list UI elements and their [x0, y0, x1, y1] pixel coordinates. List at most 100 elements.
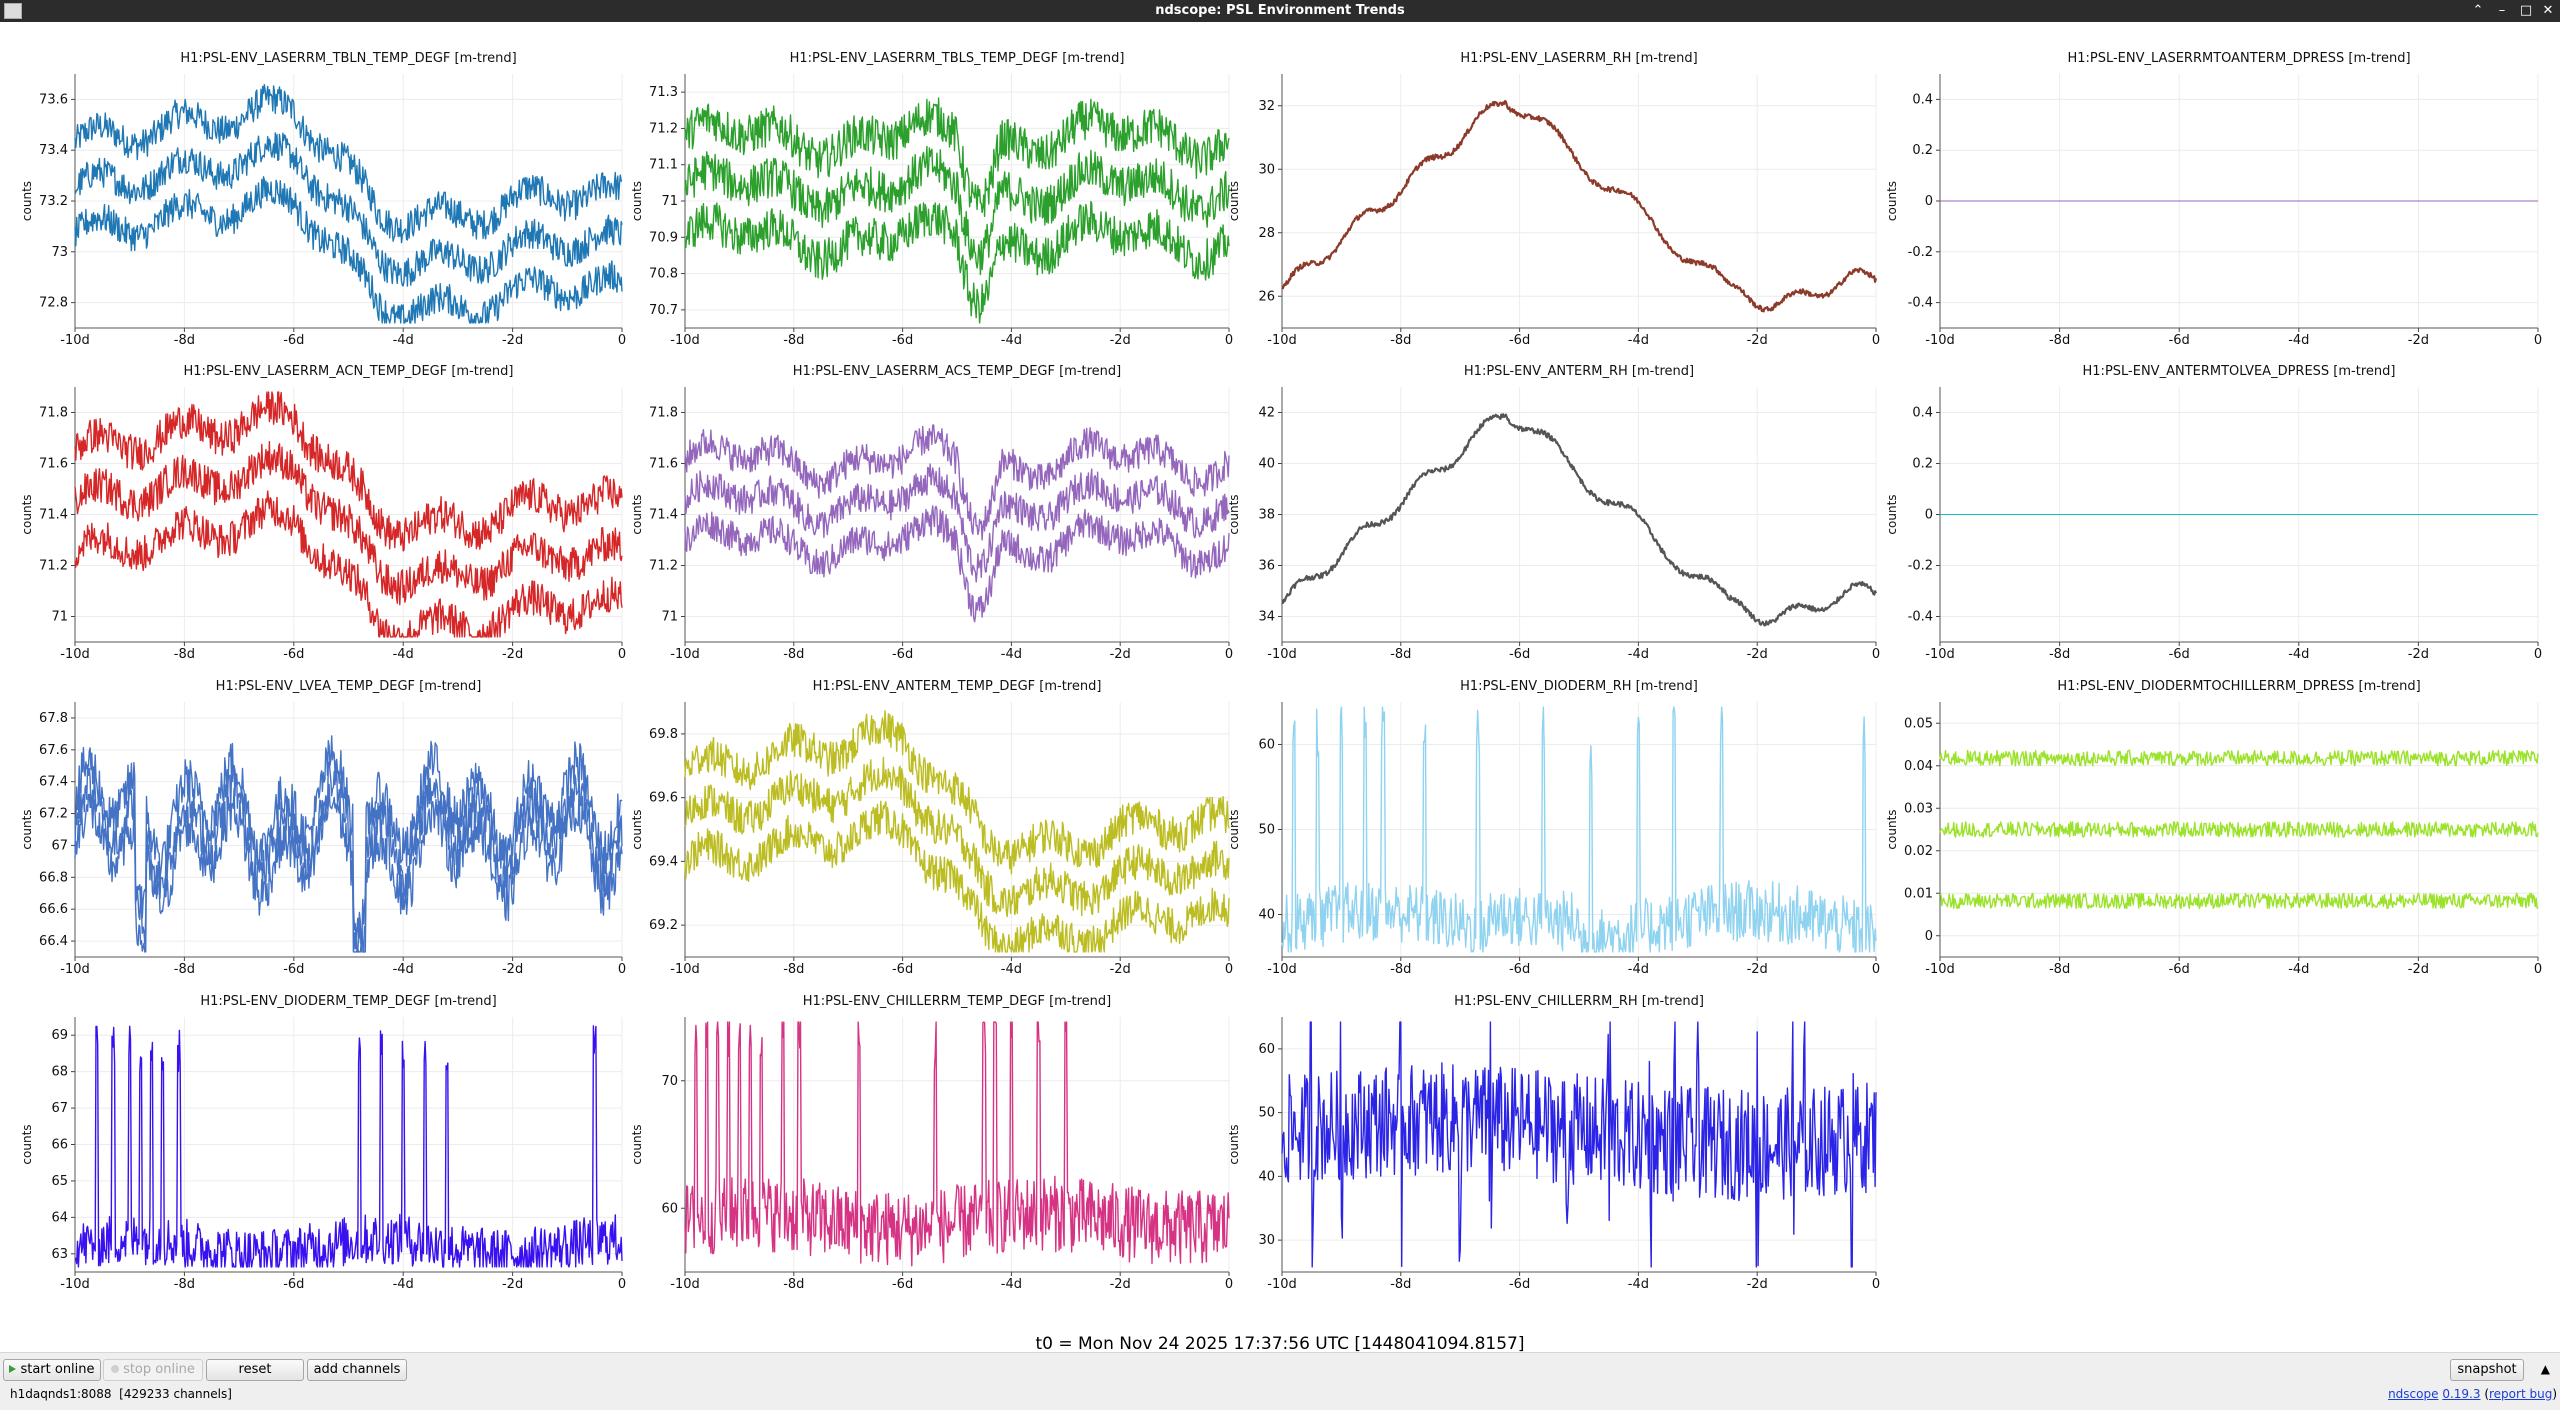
x-tick-label: -6d	[2169, 647, 2190, 662]
plot-title: H1:PSL-ENV_DIODERM_TEMP_DEGF [m-trend]	[200, 994, 496, 1009]
trend-line	[1939, 892, 2539, 910]
y-tick-label: 0.03	[1904, 801, 1933, 816]
x-tick-label: -2d	[502, 1277, 523, 1292]
expand-up-icon[interactable]: ▲	[2540, 1362, 2550, 1376]
bottom-toolbar: start online stop online reset add chann…	[0, 1352, 2560, 1410]
plot-panel[interactable]: H1:PSL-ENV_ANTERMTOLVEA_DPRESS [m-trend]…	[1885, 364, 2542, 662]
reset-button[interactable]: reset	[206, 1359, 304, 1381]
y-tick-label: 72.8	[39, 296, 68, 311]
x-tick-label: -8d	[1390, 647, 1411, 662]
plot-panel[interactable]: H1:PSL-ENV_ANTERM_RH [m-trend] counts 42 40…	[1227, 364, 1880, 662]
y-tick-label: 40	[1258, 908, 1275, 923]
trend-line	[684, 97, 1230, 218]
plot-title: H1:PSL-ENV_CHILLERRM_TEMP_DEGF [m-trend]	[803, 994, 1111, 1009]
x-tick-label: -8d	[783, 1277, 804, 1292]
plot-panel[interactable]: H1:PSL-ENV_DIODERMTOCHILLERRM_DPRESS [m-…	[1885, 679, 2542, 977]
x-tick-label: -6d	[892, 333, 913, 348]
y-tick-label: 40	[1258, 1169, 1275, 1184]
plot-title: H1:PSL-ENV_LASERRM_TBLN_TEMP_DEGF [m-tre…	[180, 51, 516, 66]
x-tick-label: -10d	[670, 1277, 700, 1292]
y-tick-label: 67	[51, 838, 68, 853]
y-tick-label: 63	[51, 1247, 68, 1262]
trend-line	[74, 783, 623, 953]
t0-label: t0 = Mon Nov 24 2025 17:37:56 UTC [14480…	[1035, 1334, 1525, 1354]
minimize-icon[interactable]: –	[2498, 3, 2506, 18]
x-tick-label: -6d	[1509, 962, 1530, 977]
plot-panel[interactable]: H1:PSL-ENV_CHILLERRM_TEMP_DEGF [m-trend]…	[630, 994, 1233, 1292]
x-tick-label: -2d	[1747, 333, 1768, 348]
y-tick-label: 66.4	[39, 934, 68, 949]
y-tick-label: 0.01	[1904, 886, 1933, 901]
plot-panel[interactable]: H1:PSL-ENV_LASERRM_ACN_TEMP_DEGF [m-tren…	[20, 364, 626, 662]
y-tick-label: -0.2	[1908, 245, 1933, 260]
y-tick-label: 70	[661, 1074, 678, 1089]
plot-area[interactable]: H1:PSL-ENV_LASERRM_TBLN_TEMP_DEGF [m-tre…	[0, 22, 2560, 1354]
x-tick-label: -4d	[1628, 647, 1649, 662]
x-tick-label: -10d	[1267, 647, 1297, 662]
close-icon[interactable]: ✕	[2542, 3, 2554, 18]
version-link[interactable]: 0.19.3	[2442, 1387, 2481, 1401]
x-tick-label: -4d	[1628, 1277, 1649, 1292]
plot-panel[interactable]: H1:PSL-ENV_DIODERM_RH [m-trend] counts 60 5…	[1227, 679, 1880, 977]
y-tick-label: 71.3	[649, 85, 678, 100]
trend-line	[74, 132, 623, 287]
y-tick-label: 69.8	[649, 727, 678, 742]
y-tick-label: 30	[1258, 162, 1275, 177]
plot-panel[interactable]: H1:PSL-ENV_LVEA_TEMP_DEGF [m-trend] count…	[20, 679, 626, 977]
trend-line	[684, 505, 1230, 623]
plot-title: H1:PSL-ENV_LASERRM_ACN_TEMP_DEGF [m-tren…	[184, 364, 514, 379]
y-axis-label: counts	[20, 809, 34, 849]
add-channels-button[interactable]: add channels	[307, 1359, 407, 1381]
y-tick-label: 71.1	[649, 158, 678, 173]
x-tick-label: -6d	[283, 647, 304, 662]
start-online-button[interactable]: start online	[3, 1359, 101, 1381]
plot-title: H1:PSL-ENV_LVEA_TEMP_DEGF [m-trend]	[216, 679, 482, 694]
plot-panel[interactable]: H1:PSL-ENV_LASERRM_TBLN_TEMP_DEGF [m-tre…	[20, 51, 626, 348]
y-tick-label: 0	[1925, 194, 1933, 209]
y-axis-label: counts	[1227, 181, 1241, 221]
y-tick-label: 73.2	[39, 194, 68, 209]
x-tick-label: -10d	[670, 333, 700, 348]
plot-panel[interactable]: H1:PSL-ENV_LASERRMTOANTERM_DPRESS [m-tre…	[1885, 51, 2542, 348]
plot-panel[interactable]: H1:PSL-ENV_LASERRM_RH [m-trend] counts 32 3…	[1227, 51, 1880, 348]
plot-panel[interactable]: H1:PSL-ENV_LASERRM_TBLS_TEMP_DEGF [m-tre…	[630, 51, 1233, 348]
y-tick-label: -0.4	[1908, 610, 1933, 625]
x-tick-label: -2d	[1110, 962, 1131, 977]
plot-title: H1:PSL-ENV_ANTERM_TEMP_DEGF [m-trend]	[813, 679, 1102, 694]
maximize-icon[interactable]: □	[2519, 3, 2533, 18]
plot-panel[interactable]: H1:PSL-ENV_DIODERM_TEMP_DEGF [m-trend] co…	[20, 994, 626, 1292]
x-tick-label: 0	[1225, 1277, 1233, 1292]
trend-line	[684, 800, 1230, 953]
plot-panel[interactable]: H1:PSL-ENV_ANTERM_TEMP_DEGF [m-trend] cou…	[630, 679, 1233, 977]
ndscope-link[interactable]: ndscope	[2388, 1387, 2439, 1401]
x-tick-label: -8d	[1390, 962, 1411, 977]
plot-panel[interactable]: H1:PSL-ENV_CHILLERRM_RH [m-trend] counts 6…	[1227, 994, 1880, 1292]
window-titlebar: ndscope: PSL Environment Trends ⌃ – □ ✕	[0, 0, 2560, 22]
trend-line	[74, 760, 623, 953]
play-icon	[9, 1365, 17, 1373]
trend-line	[684, 756, 1230, 918]
x-tick-label: 0	[1225, 647, 1233, 662]
snapshot-button[interactable]: snapshot	[2450, 1359, 2524, 1381]
y-tick-label: 68	[51, 1065, 68, 1080]
plot-panel[interactable]: H1:PSL-ENV_LASERRM_ACS_TEMP_DEGF [m-tren…	[630, 364, 1233, 662]
x-tick-label: -4d	[393, 962, 414, 977]
x-tick-label: 0	[618, 647, 626, 662]
x-tick-label: -8d	[174, 333, 195, 348]
x-tick-label: -4d	[1001, 1277, 1022, 1292]
x-tick-label: -10d	[670, 962, 700, 977]
trend-line	[1939, 821, 2539, 838]
y-tick-label: 36	[1258, 559, 1275, 574]
x-tick-label: -10d	[1267, 1277, 1297, 1292]
y-tick-label: 71.8	[649, 406, 678, 421]
y-tick-label: 71.4	[649, 508, 678, 523]
y-tick-label: 71	[661, 194, 678, 209]
y-tick-label: 71.6	[39, 457, 68, 472]
trend-line	[1281, 706, 1877, 953]
report-bug-link[interactable]: report bug	[2489, 1387, 2553, 1401]
x-tick-label: -2d	[1110, 1277, 1131, 1292]
plot-grid[interactable]: H1:PSL-ENV_LASERRM_TBLN_TEMP_DEGF [m-tre…	[0, 22, 2560, 1332]
trend-line	[74, 441, 623, 606]
x-tick-label: -10d	[60, 333, 90, 348]
keep-above-icon[interactable]: ⌃	[2472, 3, 2484, 18]
